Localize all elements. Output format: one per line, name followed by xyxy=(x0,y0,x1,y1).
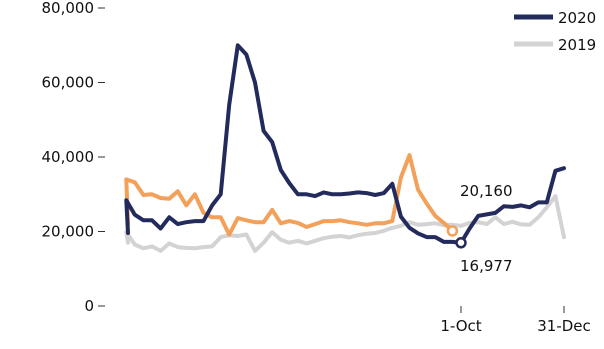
end-markers xyxy=(446,225,467,249)
series-2020-line xyxy=(124,43,566,245)
y-axis: 80,000 60,000 40,000 20,000 0 xyxy=(42,0,105,315)
marker-20160 xyxy=(446,225,459,237)
y-tick-label: 0 xyxy=(84,297,94,315)
legend-label-2020: 2020 xyxy=(558,9,596,27)
x-axis: 1-Oct 31-Dec xyxy=(440,306,591,335)
series-2019-line xyxy=(124,194,566,253)
y-tick-label: 60,000 xyxy=(42,74,95,92)
legend: 2020 2019 xyxy=(514,9,596,54)
annotation-label: 20,160 xyxy=(460,182,513,200)
y-tick-label: 20,000 xyxy=(42,223,95,241)
x-tick-label: 31-Dec xyxy=(537,317,591,335)
series-lines xyxy=(124,43,566,253)
annotations: 20,160 16,977 xyxy=(460,182,513,275)
y-tick-label: 40,000 xyxy=(42,148,95,166)
marker-16977 xyxy=(455,237,467,249)
y-tick-label: 80,000 xyxy=(42,0,95,17)
x-tick-label: 1-Oct xyxy=(440,317,481,335)
legend-label-2019: 2019 xyxy=(558,36,596,54)
annotation-label: 16,977 xyxy=(460,257,513,275)
